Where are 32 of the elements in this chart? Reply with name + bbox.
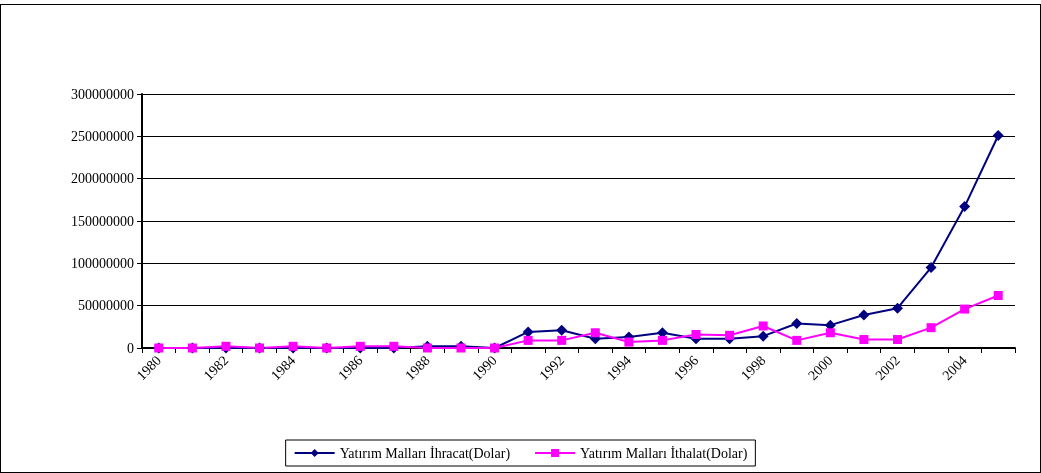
point bbox=[758, 321, 768, 331]
point bbox=[590, 328, 600, 338]
point bbox=[891, 302, 903, 314]
point bbox=[725, 330, 735, 340]
point bbox=[960, 304, 970, 314]
y-tick-label: 300000000 bbox=[71, 86, 134, 102]
y-tick-label: 150000000 bbox=[71, 213, 134, 229]
y-tick-label: 0 bbox=[127, 340, 134, 356]
point bbox=[691, 329, 701, 339]
y-tick-label: 200000000 bbox=[71, 171, 134, 187]
y-tick-label: 50000000 bbox=[78, 298, 134, 314]
point bbox=[959, 201, 971, 213]
y-tick-label: 100000000 bbox=[71, 255, 134, 271]
point bbox=[925, 262, 937, 274]
point bbox=[523, 335, 533, 345]
point bbox=[657, 335, 667, 345]
point bbox=[557, 335, 567, 345]
point bbox=[757, 330, 769, 342]
point bbox=[859, 335, 869, 345]
point bbox=[992, 129, 1004, 141]
y-tick-label: 250000000 bbox=[71, 128, 134, 144]
point bbox=[892, 335, 902, 345]
point bbox=[858, 309, 870, 321]
point bbox=[993, 291, 1003, 301]
point bbox=[825, 328, 835, 338]
legend-label: Yatırım Malları İthalat(Dolar) bbox=[580, 445, 748, 462]
point bbox=[792, 335, 802, 345]
point bbox=[624, 337, 634, 347]
legend-label: Yatırım Malları İhracat(Dolar) bbox=[339, 445, 511, 462]
point bbox=[926, 323, 936, 333]
point bbox=[556, 324, 568, 336]
point bbox=[791, 317, 803, 329]
